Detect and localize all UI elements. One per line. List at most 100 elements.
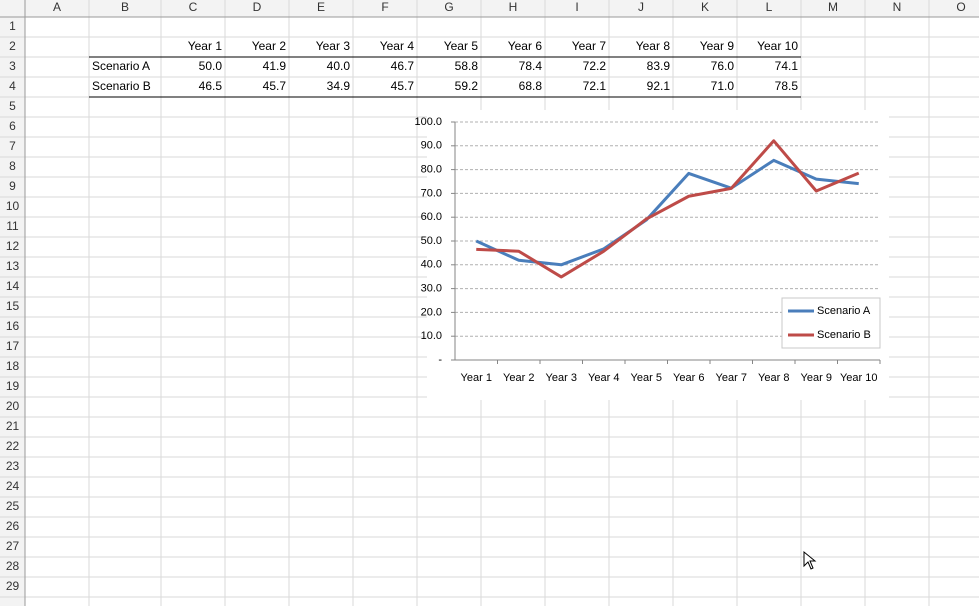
legend-label: Scenario B — [817, 329, 871, 341]
x-tick-label: Year 3 — [546, 372, 577, 384]
row-header: 5 — [9, 99, 16, 113]
column-header: A — [53, 0, 61, 14]
y-tick-label: 50.0 — [421, 235, 442, 247]
table-header: Year 2 — [252, 39, 287, 53]
x-tick-label: Year 4 — [588, 372, 619, 384]
table-header: Year 6 — [508, 39, 543, 53]
y-tick-label: 40.0 — [421, 259, 442, 271]
row-header: 9 — [9, 179, 16, 193]
y-tick-label: 100.0 — [414, 116, 442, 128]
row-header: 15 — [6, 299, 20, 313]
table-value: 72.1 — [583, 79, 607, 93]
x-tick-label: Year 7 — [716, 372, 747, 384]
row-label: Scenario A — [92, 59, 150, 73]
table-header: Year 1 — [188, 39, 223, 53]
column-header: F — [381, 0, 388, 14]
table-value: 72.2 — [583, 59, 607, 73]
table-header: Year 9 — [700, 39, 735, 53]
y-tick-label: - — [438, 354, 442, 366]
column-header: D — [253, 0, 262, 14]
table-value: 76.0 — [711, 59, 735, 73]
row-header: 26 — [6, 519, 20, 533]
table-value: 40.0 — [327, 59, 351, 73]
row-header: 13 — [6, 259, 20, 273]
x-tick-label: Year 10 — [840, 372, 878, 384]
row-header: 3 — [9, 59, 16, 73]
row-header: 24 — [6, 479, 20, 493]
table-value: 74.1 — [775, 59, 799, 73]
table-value: 50.0 — [199, 59, 223, 73]
table-header: Year 10 — [757, 39, 798, 53]
chart: - 10.0 20.0 30.0 40.0 50.0 60.0 70.0 80.0 90.0 100… — [414, 116, 881, 384]
table-value: 83.9 — [647, 59, 671, 73]
table-value: 92.1 — [647, 79, 671, 93]
table-header: Year 7 — [572, 39, 607, 53]
column-header: M — [828, 0, 838, 14]
x-tick-label: Year 5 — [631, 372, 662, 384]
column-header-bar — [0, 0, 979, 17]
y-tick-label: 60.0 — [421, 211, 442, 223]
column-header: C — [189, 0, 198, 14]
y-tick-label: 20.0 — [421, 306, 442, 318]
row-header: 8 — [9, 159, 16, 173]
table-value: 59.2 — [455, 79, 479, 93]
row-header: 18 — [6, 359, 20, 373]
chart-area — [427, 110, 889, 400]
row-header: 12 — [6, 239, 20, 253]
row-header: 23 — [6, 459, 20, 473]
y-tick-label: 90.0 — [421, 140, 442, 152]
row-header: 1 — [9, 19, 16, 33]
column-header: H — [509, 0, 518, 14]
row-header: 17 — [6, 339, 20, 353]
row-header: 4 — [9, 79, 16, 93]
table-value: 41.9 — [263, 59, 287, 73]
row-header: 22 — [6, 439, 20, 453]
table-value: 78.4 — [519, 59, 543, 73]
y-tick-label: 30.0 — [421, 283, 442, 295]
column-header: I — [575, 0, 578, 14]
table-value: 34.9 — [327, 79, 351, 93]
row-header: 20 — [6, 399, 20, 413]
row-header: 19 — [6, 379, 20, 393]
table-header: Year 3 — [316, 39, 351, 53]
row-header: 2 — [9, 39, 16, 53]
row-header: 16 — [6, 319, 20, 333]
row-header: 14 — [6, 279, 20, 293]
legend-box — [781, 297, 881, 349]
mouse-cursor — [803, 550, 817, 570]
row-header: 6 — [9, 119, 16, 133]
y-tick-label: 80.0 — [421, 164, 442, 176]
column-header: E — [317, 0, 325, 14]
column-header: J — [638, 0, 644, 14]
column-header: B — [121, 0, 129, 14]
row-header-bar — [0, 0, 25, 606]
table-header: Year 5 — [444, 39, 479, 53]
row-header: 28 — [6, 559, 20, 573]
x-tick-label: Year 6 — [673, 372, 704, 384]
x-tick-label: Year 1 — [461, 372, 492, 384]
row-header: 29 — [6, 579, 20, 593]
table-header: Year 4 — [380, 39, 415, 53]
row-header: 27 — [6, 539, 20, 553]
row-label: Scenario B — [92, 79, 151, 93]
table-header: Year 8 — [636, 39, 671, 53]
table-value: 78.5 — [775, 79, 799, 93]
row-header: 25 — [6, 499, 20, 513]
row-header: 21 — [6, 419, 20, 433]
table-value: 46.7 — [391, 59, 415, 73]
series-line — [476, 139, 860, 279]
table-value: 45.7 — [263, 79, 287, 93]
row-header: 7 — [9, 139, 16, 153]
y-tick-label: 70.0 — [421, 187, 442, 199]
column-header: G — [444, 0, 453, 14]
x-tick-label: Year 9 — [801, 372, 832, 384]
x-tick-label: Year 8 — [758, 372, 789, 384]
table-value: 58.8 — [455, 59, 479, 73]
column-header: K — [701, 0, 709, 14]
x-tick-label: Year 2 — [503, 372, 534, 384]
column-header: L — [766, 0, 773, 14]
y-tick-label: 10.0 — [421, 330, 442, 342]
